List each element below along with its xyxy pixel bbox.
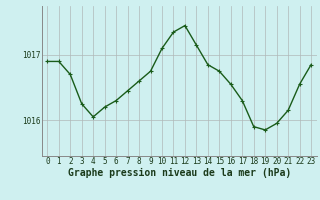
X-axis label: Graphe pression niveau de la mer (hPa): Graphe pression niveau de la mer (hPa) xyxy=(68,168,291,178)
